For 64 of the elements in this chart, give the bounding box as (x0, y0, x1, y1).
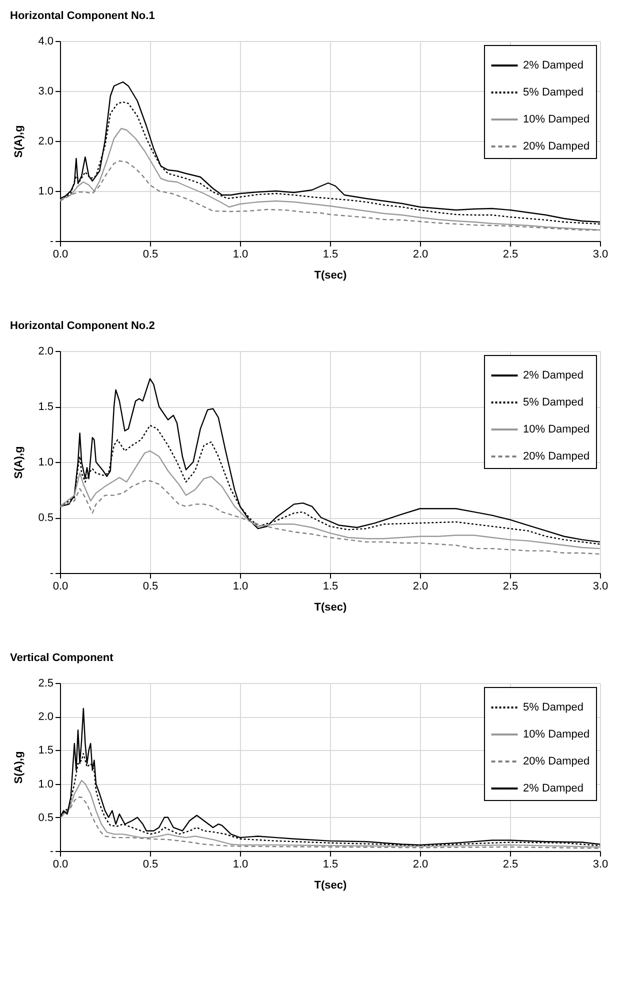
x-tick-label: 2.5 (502, 580, 518, 592)
chart-title: Vertical Component (10, 652, 114, 664)
x-tick-label: 1.0 (232, 858, 248, 870)
legend-label: 20% Damped (523, 756, 590, 768)
chart-title: Horizontal Component No.2 (10, 320, 155, 332)
x-tick-label: 3.0 (592, 580, 608, 592)
x-tick-label: 1.5 (322, 858, 338, 870)
x-tick-label: 0.0 (52, 248, 68, 260)
x-tick-label: 2.5 (502, 858, 518, 870)
legend-label: 5% Damped (523, 396, 584, 408)
y-axis-title: S(A),g (13, 751, 26, 784)
x-tick-label: 1.5 (322, 580, 338, 592)
y-tick-label: 3.0 (38, 86, 54, 98)
y-tick-label: 2.0 (38, 711, 54, 724)
legend-label: 10% Damped (523, 728, 590, 740)
y-tick-label: 2.0 (38, 136, 54, 148)
y-tick-label: 0.5 (38, 812, 54, 824)
legend-label: 5% Damped (523, 702, 584, 714)
y-tick-label: 1.0 (38, 186, 54, 198)
y-tick-label: - (50, 568, 54, 580)
x-axis-title: T(sec) (314, 602, 348, 614)
x-tick-label: 0.0 (52, 858, 68, 870)
y-axis-title: S(A),g (13, 446, 26, 479)
line-series (60, 796, 600, 849)
y-tick-label: 2.0 (38, 346, 54, 358)
line-series (60, 450, 600, 550)
legend-label: 2% Damped (523, 782, 584, 794)
line-series (60, 480, 600, 555)
x-axis-title: T(sec) (314, 880, 348, 892)
y-tick-label: 1.5 (38, 744, 54, 757)
x-tick-label: 1.0 (232, 248, 248, 260)
x-tick-label: 2.5 (502, 248, 518, 260)
legend-label: 2% Damped (523, 370, 584, 382)
x-tick-label: 3.0 (592, 248, 608, 260)
x-tick-label: 2.0 (412, 580, 428, 592)
x-tick-label: 0.5 (142, 580, 158, 592)
y-tick-label: 2.5 (38, 678, 54, 690)
y-tick-label: 1.0 (38, 456, 54, 468)
y-tick-label: 0.5 (38, 512, 54, 524)
y-tick-label: 1.5 (38, 401, 54, 413)
legend-label: 2% Damped (523, 60, 584, 72)
y-tick-label: 4.0 (38, 36, 54, 48)
x-tick-label: 2.0 (412, 858, 428, 870)
legend-label: 10% Damped (523, 114, 590, 126)
line-series (60, 128, 600, 231)
x-tick-label: 1.0 (232, 580, 248, 592)
x-tick-label: 1.5 (322, 248, 338, 260)
x-tick-label: 0.5 (142, 248, 158, 260)
line-series (60, 160, 600, 231)
y-axis-title: S(A),g (13, 125, 26, 158)
line-series (60, 780, 600, 848)
legend-label: 10% Damped (523, 424, 590, 436)
legend-label: 5% Damped (523, 86, 584, 98)
y-tick-label: - (50, 846, 54, 858)
legend-label: 20% Damped (523, 450, 590, 462)
x-tick-label: 3.0 (592, 858, 608, 870)
x-tick-label: 2.0 (412, 248, 428, 260)
x-tick-label: 0.5 (142, 858, 158, 870)
y-tick-label: - (50, 236, 54, 248)
legend-label: 20% Damped (523, 140, 590, 152)
x-tick-label: 0.0 (52, 580, 68, 592)
y-tick-label: 1.0 (38, 778, 54, 790)
x-axis-title: T(sec) (314, 270, 348, 282)
chart-title: Horizontal Component No.1 (10, 10, 155, 22)
